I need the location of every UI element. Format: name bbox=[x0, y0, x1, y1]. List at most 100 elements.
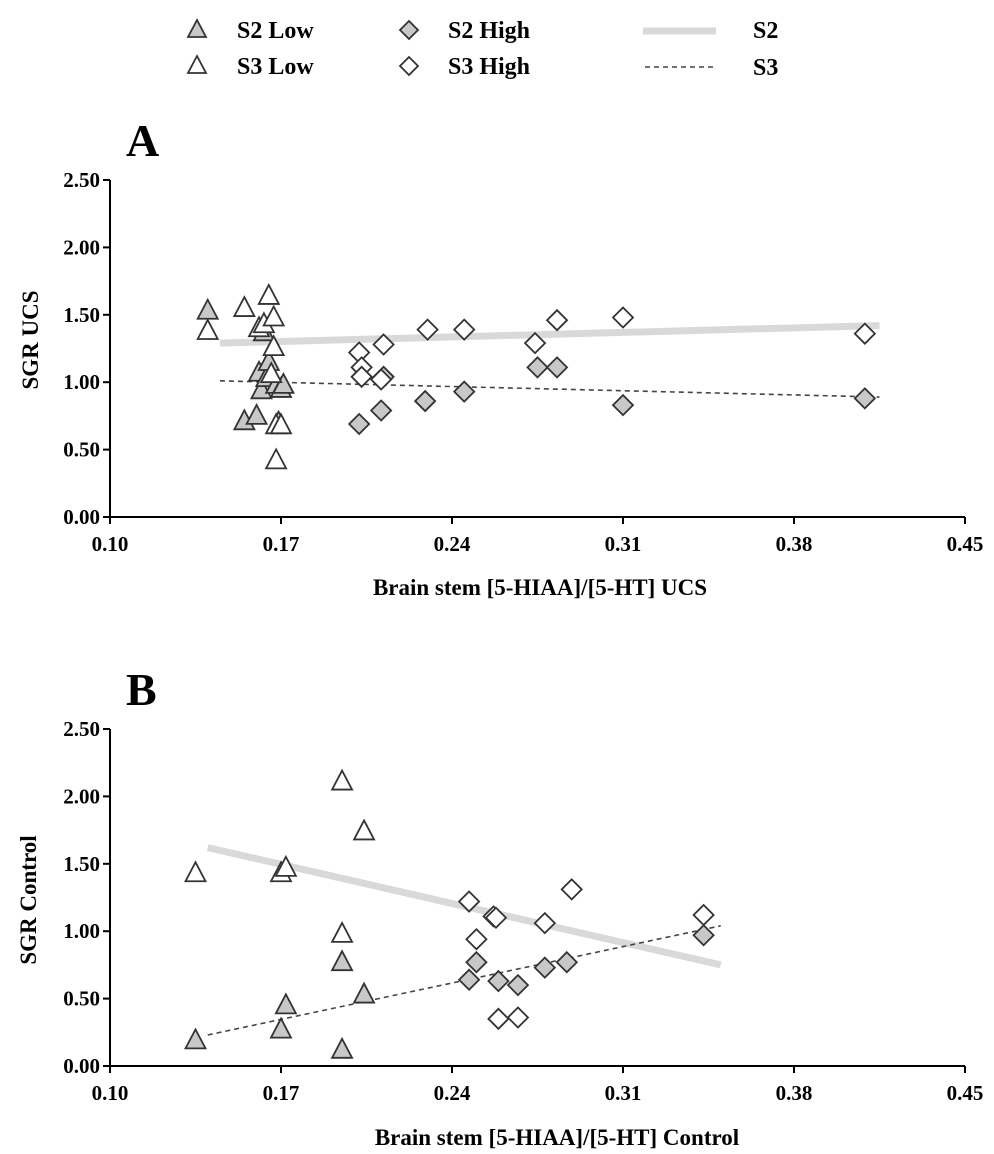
panel-b-point-s3-low bbox=[330, 768, 354, 791]
panel-b-y-axis-title: SGR Control bbox=[16, 835, 41, 964]
panel-a-point-s3-high bbox=[853, 322, 877, 345]
panel-b-point-s2-high bbox=[487, 969, 510, 993]
panel-b-point-s2-low bbox=[184, 1027, 207, 1050]
panel-b-x-tick-label: 0.24 bbox=[434, 1081, 471, 1105]
panel-a-y-tick-label: 2.00 bbox=[63, 235, 100, 259]
panel-b-point-s3-low bbox=[330, 920, 354, 943]
legend-marker-s2-high bbox=[398, 19, 420, 41]
panel-a-x-tick-label: 0.24 bbox=[434, 532, 471, 556]
panel-b-point-s2-low bbox=[274, 992, 298, 1015]
legend-marker-s3-high bbox=[398, 55, 420, 77]
legend-item-s2-low: S2 Low bbox=[186, 18, 314, 44]
panel-a-point-s3-high bbox=[545, 308, 569, 332]
panel-a-y-tick-label: 2.50 bbox=[63, 168, 100, 192]
panel-b-y-tick-label: 2.00 bbox=[63, 784, 100, 808]
panel-b-y-tick-label: 1.50 bbox=[63, 852, 100, 876]
legend-item-s3-line: S3 bbox=[645, 55, 778, 81]
panel-a-x-tick-label: 0.38 bbox=[776, 532, 813, 556]
panel-a: A 0.10 0.17 0.24 0.31 0.38 0.45 0.00 0.50 1.00 1.… bbox=[18, 115, 983, 600]
panel-b-x-tick-label: 0.45 bbox=[947, 1081, 984, 1105]
panel-b-point-s3-low bbox=[274, 854, 298, 877]
panel-a-y-tick-label: 0.00 bbox=[63, 505, 100, 529]
panel-b-point-s3-low bbox=[352, 818, 376, 841]
panel-a-x-tick-label: 0.31 bbox=[605, 532, 642, 556]
panel-b-point-s3-high bbox=[484, 906, 508, 929]
panel-a-point-s3-low bbox=[196, 318, 220, 340]
panel-a-point-s2-low bbox=[271, 371, 295, 394]
panel-b-point-s3-high bbox=[692, 903, 715, 927]
panel-b-point-s3-high bbox=[465, 928, 488, 951]
panel-b-point-s2-high bbox=[533, 956, 557, 979]
panel-b-letter: B bbox=[126, 664, 157, 715]
legend-label-s2-line: S2 bbox=[753, 18, 778, 44]
panel-a-fit-line-s3 bbox=[219, 380, 880, 398]
panel-a-x-tick-label: 0.45 bbox=[947, 532, 984, 556]
panel-a-axes: 0.10 0.17 0.24 0.31 0.38 0.45 0.00 0.50 1.00 1.50… bbox=[63, 168, 983, 556]
panel-a-x-tick-label: 0.17 bbox=[263, 532, 300, 556]
legend-item-s2-high: S2 High bbox=[398, 18, 530, 44]
panel-b-point-s2-high bbox=[555, 950, 579, 974]
panel-a-y-tick-label: 0.50 bbox=[63, 438, 100, 462]
panel-a-point-s2-high bbox=[452, 380, 476, 403]
panel-b-point-s3-high bbox=[487, 1007, 510, 1031]
panel-a-point-s3-low bbox=[259, 361, 283, 384]
panel-b-point-s2-low bbox=[269, 1016, 293, 1039]
panel-a-point-s3-low bbox=[257, 282, 281, 305]
panel-a-y-tick-label: 1.00 bbox=[63, 370, 100, 394]
panel-b-x-tick-label: 0.31 bbox=[605, 1081, 642, 1105]
panel-a-y-tick-label: 1.50 bbox=[63, 303, 100, 327]
panel-b-point-s3-high bbox=[457, 890, 481, 913]
panel-b-y-tick-label: 2.50 bbox=[63, 717, 100, 741]
panel-a-point-s2-high bbox=[347, 412, 371, 436]
panel-b-point-s2-high bbox=[692, 923, 715, 947]
panel-b-x-tick-label: 0.17 bbox=[263, 1081, 300, 1105]
panel-a-fit-line-s2 bbox=[219, 322, 880, 347]
panel-b-point-s3-high bbox=[533, 911, 557, 935]
panel-a-point-s3-high bbox=[452, 318, 476, 341]
panel-a-letter: A bbox=[126, 115, 159, 166]
panel-a-x-tick-label: 0.10 bbox=[92, 532, 129, 556]
panel-b-point-s3-high bbox=[506, 1006, 530, 1029]
panel-a-point-s3-low bbox=[262, 334, 286, 357]
panel-b-x-tick-label: 0.38 bbox=[776, 1081, 813, 1105]
panel-a-point-s2-high bbox=[413, 389, 437, 413]
panel-b-points bbox=[184, 768, 715, 1059]
panel-a-points bbox=[196, 282, 877, 470]
panel-a-fit-lines bbox=[219, 322, 880, 398]
panel-a-point-s3-high bbox=[523, 331, 547, 355]
panel-b-point-s2-high bbox=[457, 968, 481, 992]
panel-b-y-tick-label: 1.00 bbox=[63, 919, 100, 943]
panel-a-point-s2-high bbox=[545, 356, 569, 379]
panel-b-point-s2-high bbox=[465, 950, 488, 974]
legend-item-s3-high: S3 High bbox=[398, 54, 530, 80]
panel-a-point-s3-high bbox=[416, 318, 439, 341]
panel-a-point-s3-low bbox=[262, 304, 286, 327]
panel-b-point-s3-high bbox=[560, 878, 583, 901]
panel-a-point-s2-high bbox=[853, 387, 877, 410]
panel-a-point-s3-high bbox=[369, 368, 393, 391]
panel-a-point-s2-high bbox=[611, 393, 635, 417]
legend-label-s3-line: S3 bbox=[753, 55, 778, 81]
panel-a-point-s2-low bbox=[245, 402, 269, 425]
panel-a-y-axis-title: SGR UCS bbox=[18, 290, 43, 389]
legend-item-s2-line: S2 bbox=[643, 18, 778, 44]
legend-label-s3-high: S3 High bbox=[448, 54, 530, 80]
panel-a-point-s3-high bbox=[611, 306, 635, 329]
panel-a-point-s3-low bbox=[269, 412, 293, 435]
panel-b-point-s2-low bbox=[330, 1036, 354, 1059]
panel-b-point-s2-high bbox=[506, 973, 530, 997]
panel-b-axes: 0.10 0.17 0.24 0.31 0.38 0.45 0.00 0.50 1.00 1.50… bbox=[63, 717, 983, 1105]
panel-a-point-s2-low bbox=[196, 297, 220, 320]
panel-a-point-s3-high bbox=[350, 365, 373, 389]
panel-a-point-s3-high bbox=[372, 333, 395, 356]
panel-b-x-axis-title: Brain stem [5-HIAA]/[5-HT] Control bbox=[375, 1125, 739, 1150]
panel-a-point-s3-low bbox=[232, 295, 256, 317]
legend-label-s2-high: S2 High bbox=[448, 18, 530, 44]
panel-a-x-axis-title: Brain stem [5-HIAA]/[5-HT] UCS bbox=[373, 575, 707, 600]
panel-b-point-s2-low bbox=[352, 981, 376, 1004]
legend-label-s2-low: S2 Low bbox=[237, 18, 314, 44]
panel-b-point-s2-low bbox=[330, 949, 354, 972]
legend-marker-s2-low bbox=[186, 18, 208, 38]
panel-b-point-s3-low bbox=[184, 860, 207, 883]
